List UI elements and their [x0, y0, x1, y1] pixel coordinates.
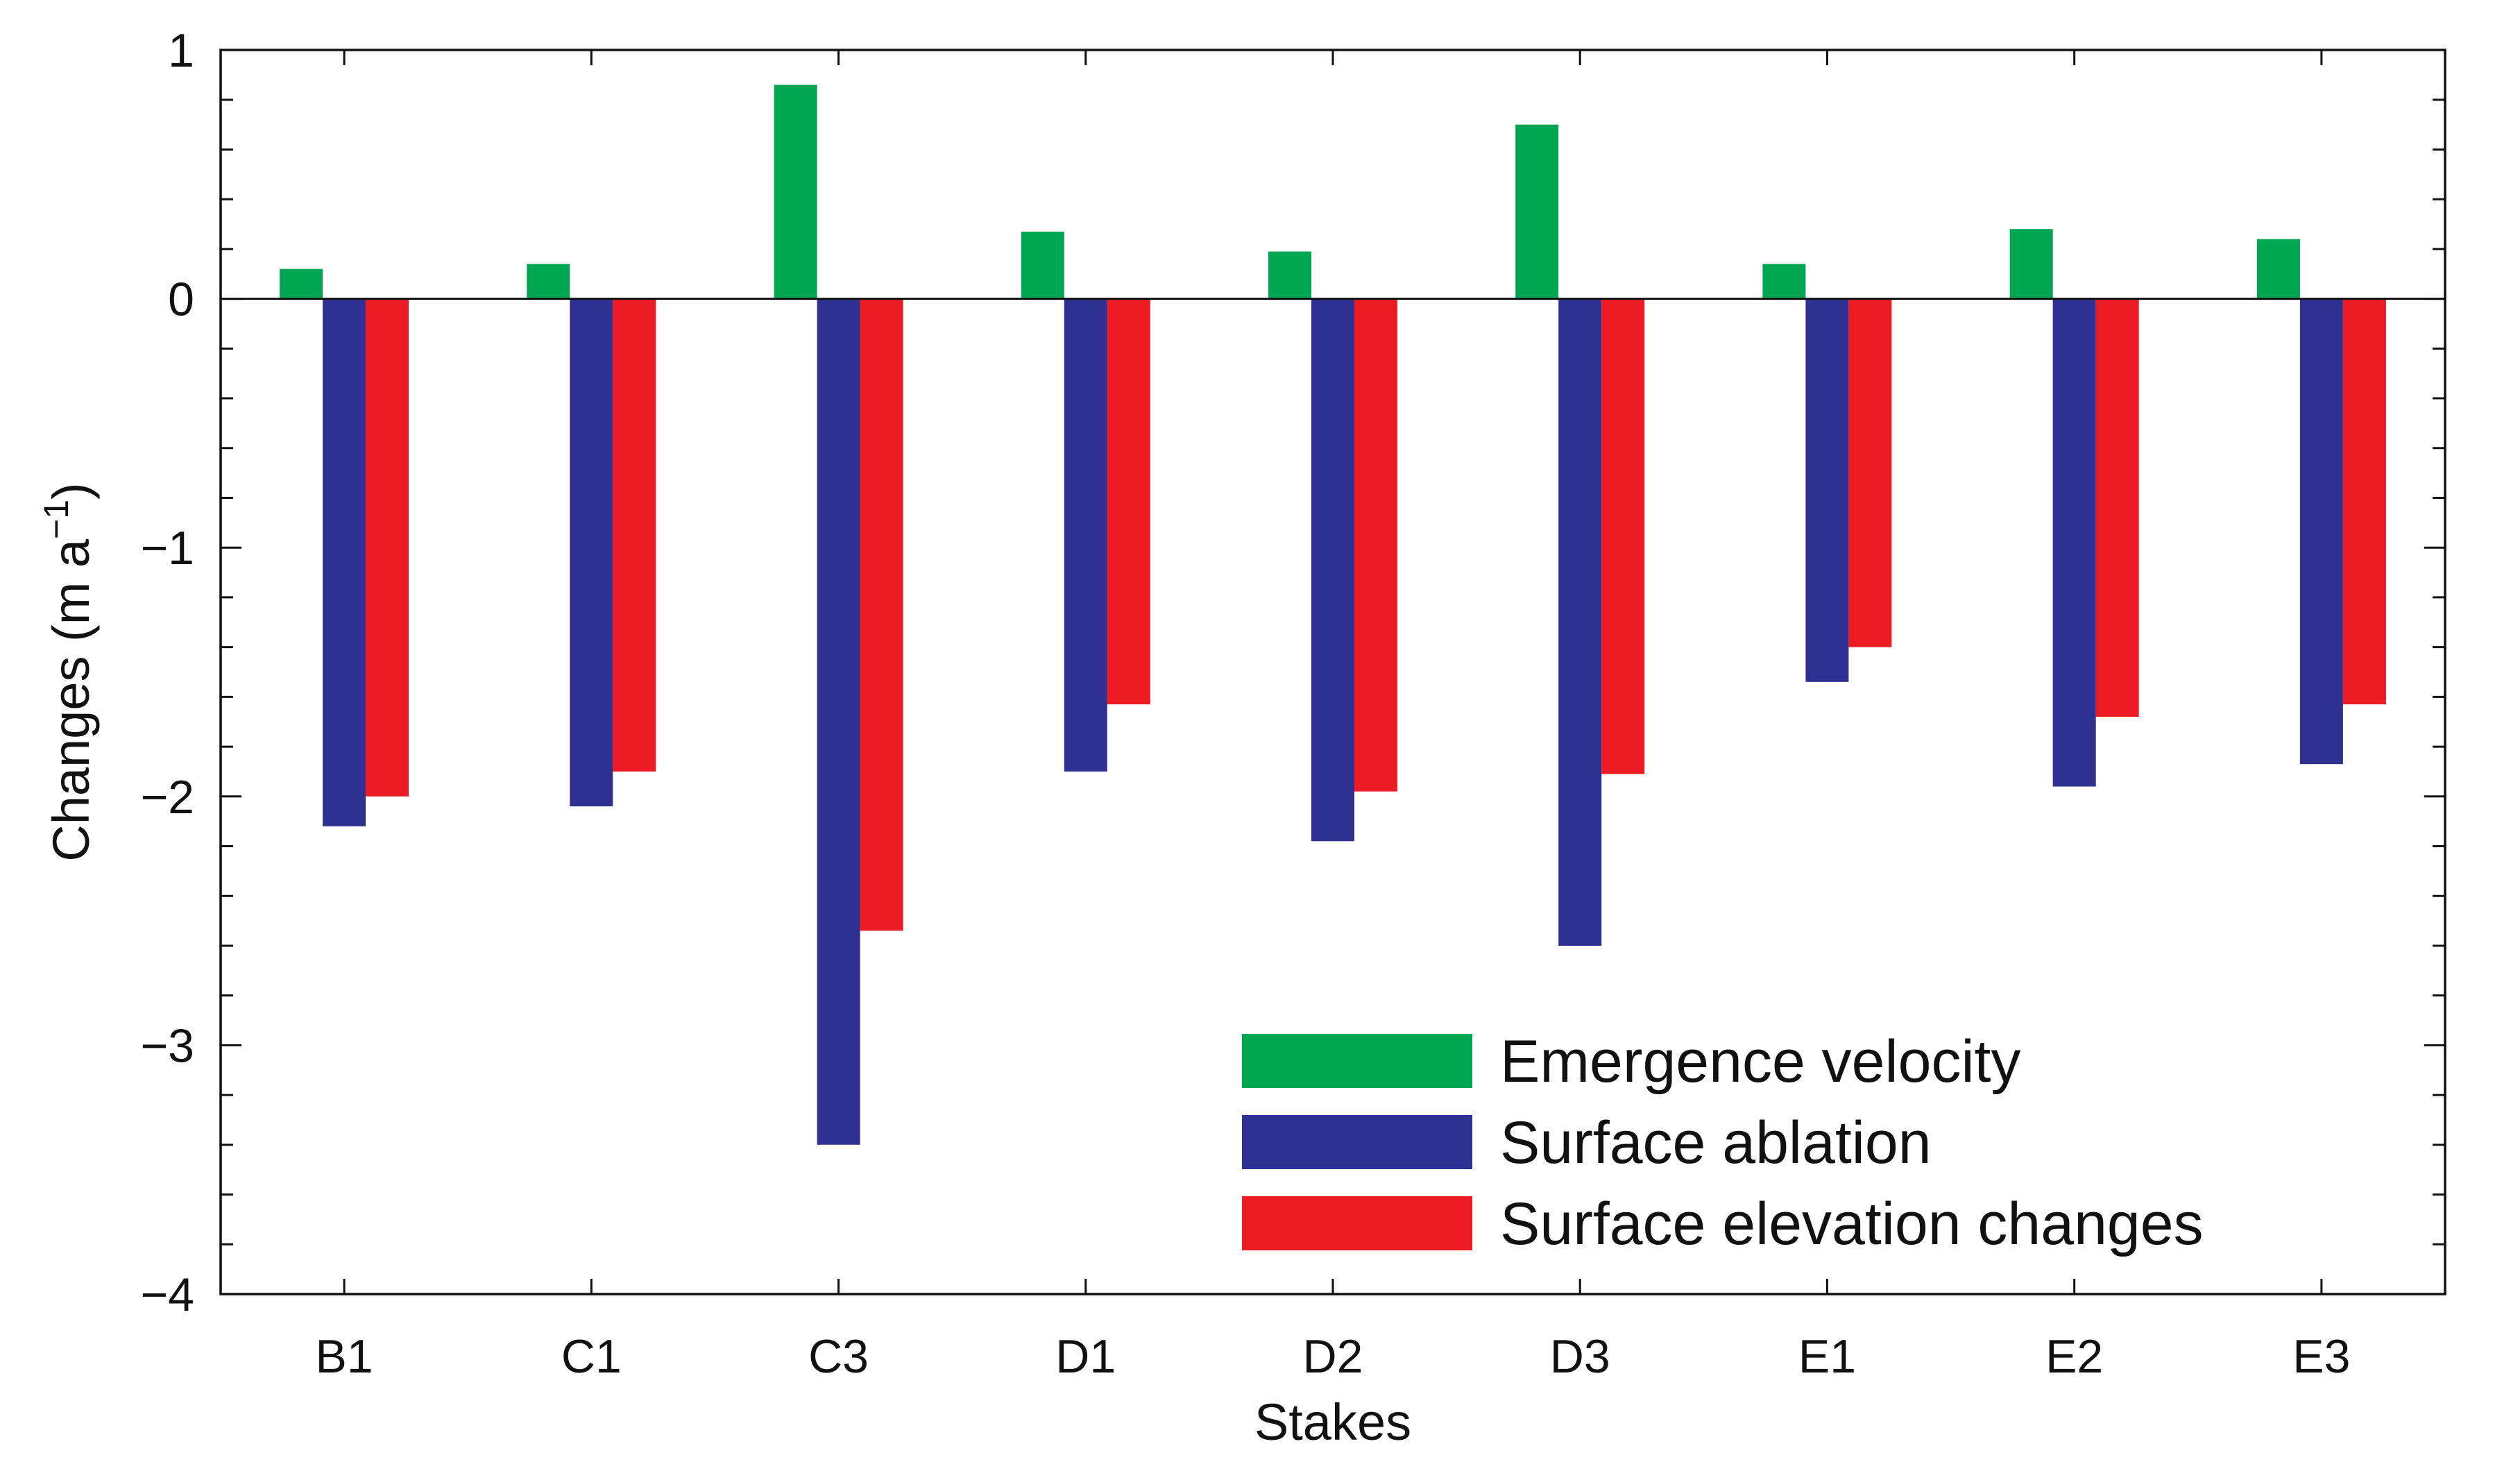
- bar-surface-ablation-c3: [817, 298, 860, 1145]
- chart-legend: Emergence velocity Surface ablation Surfac…: [1242, 1028, 2204, 1257]
- bar-emergence-velocity-c3: [774, 85, 817, 299]
- x-tick-label-c1: C1: [561, 1330, 622, 1383]
- bar-surface-ablation-e2: [2052, 298, 2096, 787]
- y-tick-label: 0: [168, 273, 194, 326]
- bar-surface-ablation-d3: [1558, 298, 1602, 946]
- y-tick-label: −4: [140, 1268, 194, 1321]
- bar-surface-ablation-e3: [2299, 298, 2343, 765]
- legend-label-surface-ablation: Surface ablation: [1500, 1110, 1932, 1176]
- legend-label-surface-elevation-changes: Surface elevation changes: [1500, 1191, 2204, 1257]
- bar-surface-ablation-b1: [323, 298, 366, 826]
- x-tick-label-d2: D2: [1303, 1330, 1363, 1383]
- chart-bars-layer: [280, 85, 2386, 1145]
- bar-surface-ablation-d1: [1064, 298, 1107, 772]
- x-tick-label-e3: E3: [2292, 1330, 2350, 1383]
- y-tick-label: 1: [168, 24, 194, 77]
- x-tick-label-e2: E2: [2045, 1330, 2103, 1383]
- bar-surface-elevation-changes-d3: [1601, 298, 1645, 774]
- legend-swatch-surface-elevation-changes: [1242, 1196, 1472, 1250]
- bar-surface-ablation-d2: [1311, 298, 1354, 842]
- bar-emergence-velocity-e1: [1762, 264, 1806, 299]
- chart-labels-layer: 1 0 −1 −2 −3 −4 B1 C1 C3 D1 D2 D3 E1 E2 E3 Stakes Change…: [37, 24, 2350, 1451]
- bar-emergence-velocity-d1: [1021, 231, 1064, 299]
- x-axis-title: Stakes: [1254, 1393, 1411, 1451]
- x-tick-label-d1: D1: [1055, 1330, 1116, 1383]
- bar-emergence-velocity-b1: [280, 269, 323, 299]
- x-tick-label-c3: C3: [808, 1330, 869, 1383]
- bar-surface-elevation-changes-c3: [860, 298, 903, 931]
- bar-surface-elevation-changes-e1: [1848, 298, 1892, 647]
- y-tick-label: −3: [140, 1019, 194, 1072]
- bar-surface-elevation-changes-e3: [2342, 298, 2386, 705]
- y-axis-title-main: Changes (m a: [42, 538, 100, 862]
- legend-swatch-emergence-velocity: [1242, 1034, 1472, 1088]
- x-tick-label-d3: D3: [1550, 1330, 1610, 1383]
- x-tick-label-b1: B1: [316, 1330, 373, 1383]
- bar-emergence-velocity-e3: [2256, 239, 2300, 299]
- y-tick-label: −1: [140, 522, 194, 575]
- y-axis-title-superscript: −1: [37, 500, 76, 539]
- bar-surface-elevation-changes-c1: [613, 298, 656, 772]
- plot-frame: [219, 49, 2446, 1295]
- bar-surface-elevation-changes-d2: [1354, 298, 1397, 792]
- bar-emergence-velocity-d2: [1268, 251, 1311, 299]
- bar-surface-elevation-changes-e2: [2095, 298, 2139, 717]
- legend-swatch-surface-ablation: [1242, 1115, 1472, 1169]
- bar-emergence-velocity-e2: [2009, 229, 2053, 299]
- legend-label-emergence-velocity: Emergence velocity: [1500, 1028, 2020, 1095]
- y-tick-label: −2: [140, 771, 194, 824]
- bar-surface-elevation-changes-d1: [1107, 298, 1150, 705]
- x-tick-label-e1: E1: [1798, 1330, 1856, 1383]
- bar-surface-ablation-c1: [570, 298, 613, 807]
- y-axis-title-close: ): [42, 482, 100, 500]
- y-axis-title: Changes (m a−1): [37, 482, 100, 861]
- chart-axes-layer: [219, 49, 2446, 1295]
- bar-surface-ablation-e1: [1805, 298, 1849, 682]
- bar-emergence-velocity-d3: [1515, 124, 1559, 299]
- bar-emergence-velocity-c1: [527, 264, 570, 299]
- bar-surface-elevation-changes-b1: [366, 298, 409, 797]
